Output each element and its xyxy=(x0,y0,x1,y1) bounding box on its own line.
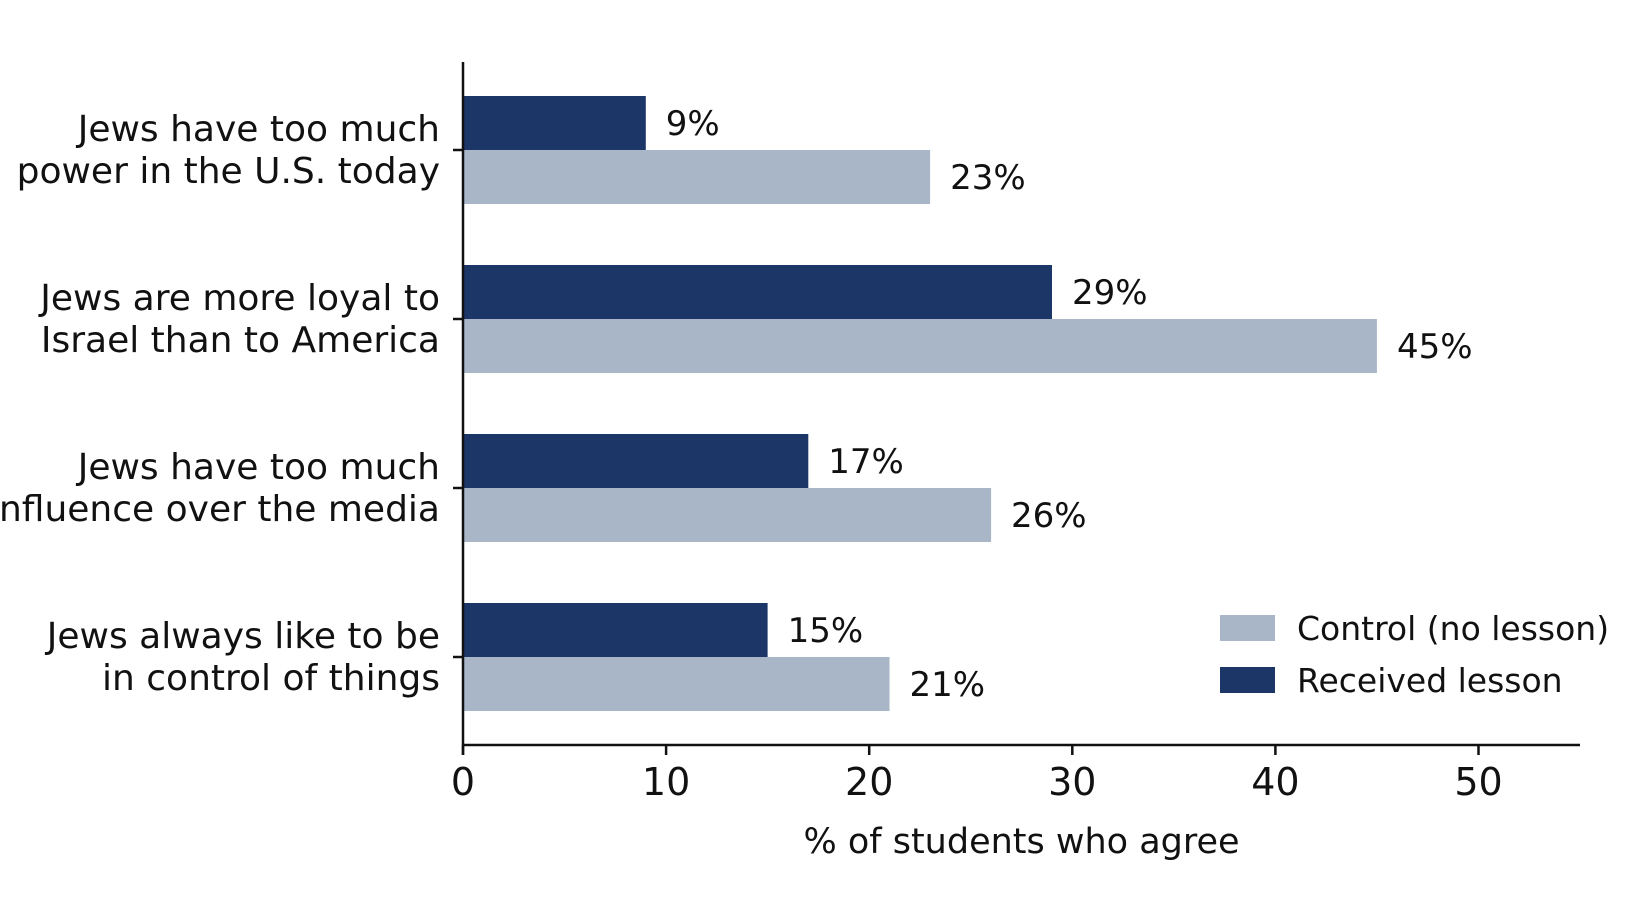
category-label: Jews are more loyal to xyxy=(38,278,440,319)
x-tick-label: 0 xyxy=(451,760,475,804)
x-tick-label: 10 xyxy=(642,760,690,804)
category-label: Jews always like to be xyxy=(45,616,440,657)
category-label: in control of things xyxy=(102,658,440,699)
legend-swatch xyxy=(1220,615,1275,641)
bars-layer xyxy=(463,96,1377,711)
bar-received-lesson-2 xyxy=(463,434,809,488)
x-tick-label: 40 xyxy=(1251,760,1299,804)
bar-control-0 xyxy=(463,150,931,204)
category-label: power in the U.S. today xyxy=(17,151,440,192)
x-tick-label: 20 xyxy=(845,760,893,804)
legend-label: Control (no lesson) xyxy=(1297,609,1609,648)
data-label: 26% xyxy=(1011,496,1087,536)
data-label: 29% xyxy=(1072,273,1148,313)
bar-received-lesson-0 xyxy=(463,96,646,150)
data-labels-layer: 9% 23% 29% 45% 17% 26% 15% 21% xyxy=(666,104,1473,705)
x-axis-title: % of students who agree xyxy=(803,822,1239,862)
legend-label: Received lesson xyxy=(1297,661,1563,700)
category-label: Jews have too much xyxy=(76,109,440,150)
data-label: 15% xyxy=(788,611,864,651)
category-label: influence over the media xyxy=(0,489,440,530)
data-label: 21% xyxy=(910,665,986,705)
category-label: Israel than to America xyxy=(41,320,440,361)
category-label: Jews have too much xyxy=(76,447,440,488)
x-axis xyxy=(461,62,1580,755)
data-label: 17% xyxy=(828,442,904,482)
bar-received-lesson-1 xyxy=(463,265,1052,319)
x-ticks-layer: 0 10 20 30 40 50 xyxy=(451,745,1503,804)
data-label: 23% xyxy=(950,158,1026,198)
bar-control-2 xyxy=(463,488,992,542)
x-tick-label: 30 xyxy=(1048,760,1096,804)
bar-control-3 xyxy=(463,657,890,711)
x-tick-label: 50 xyxy=(1454,760,1502,804)
legend-swatch xyxy=(1220,667,1275,693)
data-label: 9% xyxy=(666,104,720,144)
bar-control-1 xyxy=(463,319,1377,373)
bar-received-lesson-3 xyxy=(463,603,768,657)
legend: Control (no lesson) Received lesson xyxy=(1220,609,1609,700)
data-label: 45% xyxy=(1397,327,1473,367)
